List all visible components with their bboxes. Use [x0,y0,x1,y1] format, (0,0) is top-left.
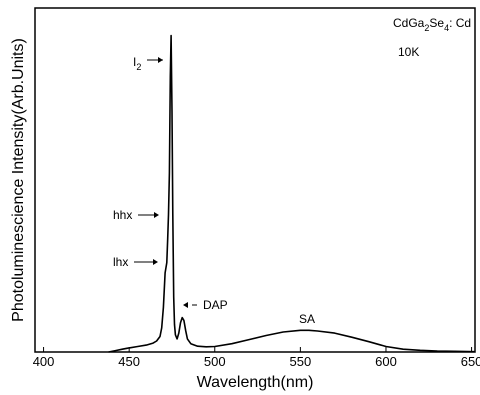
annotation-i2-sub: 2 [136,62,141,72]
annotation-i2-main: I [133,55,136,69]
x-tick-label: 550 [290,354,312,369]
annotation-sa: SA [299,312,315,326]
annotation-i2-arrowhead [158,57,163,63]
x-axis-label: Wavelength(nm) [197,374,314,391]
x-tick-label: 450 [118,354,140,369]
annotation-i2: I2 [133,55,141,72]
x-axis-ticks: 400 450 500 550 600 650 [33,347,480,369]
x-tick-label: 600 [375,354,397,369]
sample-label-mid: Se [429,16,444,30]
sample-label: CdGa2Se4: Cd [393,16,471,33]
x-tick-label: 400 [33,354,55,369]
annotation-lhx-arrowhead [153,259,158,265]
peak-annotations: I2 hhx lhx DAP SA [113,55,315,326]
sample-label-main: CdGa [393,16,425,30]
annotation-dap: DAP [203,298,228,312]
x-tick-label: 500 [204,354,226,369]
annotation-hhx-arrowhead [154,212,159,218]
temperature-label: 10K [398,45,419,59]
y-axis-label: Photoluminescience Intensity(Arb.Units) [10,38,27,322]
sample-label-sub2: 4 [444,23,449,33]
sample-label-sub1: 2 [424,23,429,33]
annotation-lhx: lhx [113,255,128,269]
annotation-dap-arrowhead [183,302,188,308]
plot-frame [34,7,476,353]
spectrum-line [108,34,476,353]
x-tick-label: 650 [461,354,480,369]
annotation-hhx: hhx [113,208,132,222]
sample-label-end: : Cd [449,16,471,30]
